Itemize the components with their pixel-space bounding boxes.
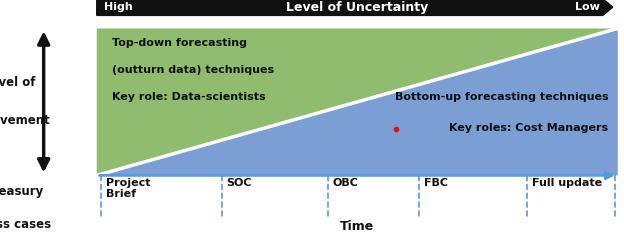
Text: Time: Time bbox=[340, 220, 374, 233]
Text: Level of Uncertainty: Level of Uncertainty bbox=[286, 1, 428, 14]
Text: Level of: Level of bbox=[0, 77, 36, 89]
Text: High: High bbox=[104, 2, 133, 12]
Text: involvement: involvement bbox=[0, 114, 51, 127]
Polygon shape bbox=[97, 28, 618, 175]
Text: Bottom-up forecasting techniques: Bottom-up forecasting techniques bbox=[395, 92, 608, 102]
Text: Full update: Full update bbox=[532, 178, 602, 188]
Text: FBC: FBC bbox=[424, 178, 448, 188]
FancyArrow shape bbox=[97, 0, 613, 15]
Text: Top-down forecasting: Top-down forecasting bbox=[112, 38, 247, 48]
Text: Low: Low bbox=[575, 2, 600, 12]
Text: OBC: OBC bbox=[333, 178, 358, 188]
Text: Project
Brief: Project Brief bbox=[106, 178, 150, 199]
Text: business cases: business cases bbox=[0, 218, 51, 231]
Polygon shape bbox=[97, 28, 618, 175]
Text: Key role: Data-scientists: Key role: Data-scientists bbox=[112, 92, 266, 102]
Text: Key roles: Cost Managers: Key roles: Cost Managers bbox=[449, 123, 608, 133]
Text: HM Treasury: HM Treasury bbox=[0, 185, 43, 198]
Text: SOC: SOC bbox=[227, 178, 252, 188]
Text: (outturn data) techniques: (outturn data) techniques bbox=[112, 65, 275, 75]
